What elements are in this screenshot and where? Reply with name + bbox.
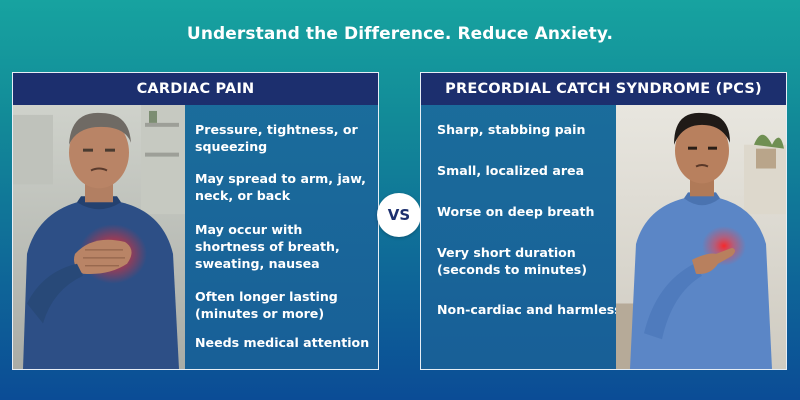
page-headline: Understand the Difference. Reduce Anxiet… — [186, 24, 614, 44]
list-item: Pressure, tightness, or squeezing — [195, 122, 358, 154]
list-item: Worse on deep breath — [437, 204, 595, 219]
man-clutching-chest-photo — [13, 105, 185, 369]
vs-badge: VS — [377, 193, 421, 237]
pcs-title: PRECORDIAL CATCH SYNDROME (PCS) — [421, 73, 786, 105]
list-item: Non-cardiac and harmless — [437, 302, 622, 317]
list-item: Very short duration (seconds to minutes) — [437, 245, 588, 277]
list-item: Often longer lasting (minutes or more) — [195, 289, 338, 321]
list-item: May spread to arm, jaw, neck, or back — [195, 171, 366, 203]
cardiac-pain-title: CARDIAC PAIN — [13, 73, 378, 105]
pcs-panel: PRECORDIAL CATCH SYNDROME (PCS) Sharp, s… — [420, 72, 787, 370]
cardiac-pain-panel: CARDIAC PAIN — [12, 72, 379, 370]
list-item: May occur with shortness of breath, swea… — [195, 222, 340, 271]
list-item: Sharp, stabbing pain — [437, 122, 586, 137]
list-item: Small, localized area — [437, 163, 585, 178]
young-man-pointing-chest-photo — [616, 105, 786, 369]
list-item: Needs medical attention — [195, 335, 370, 350]
